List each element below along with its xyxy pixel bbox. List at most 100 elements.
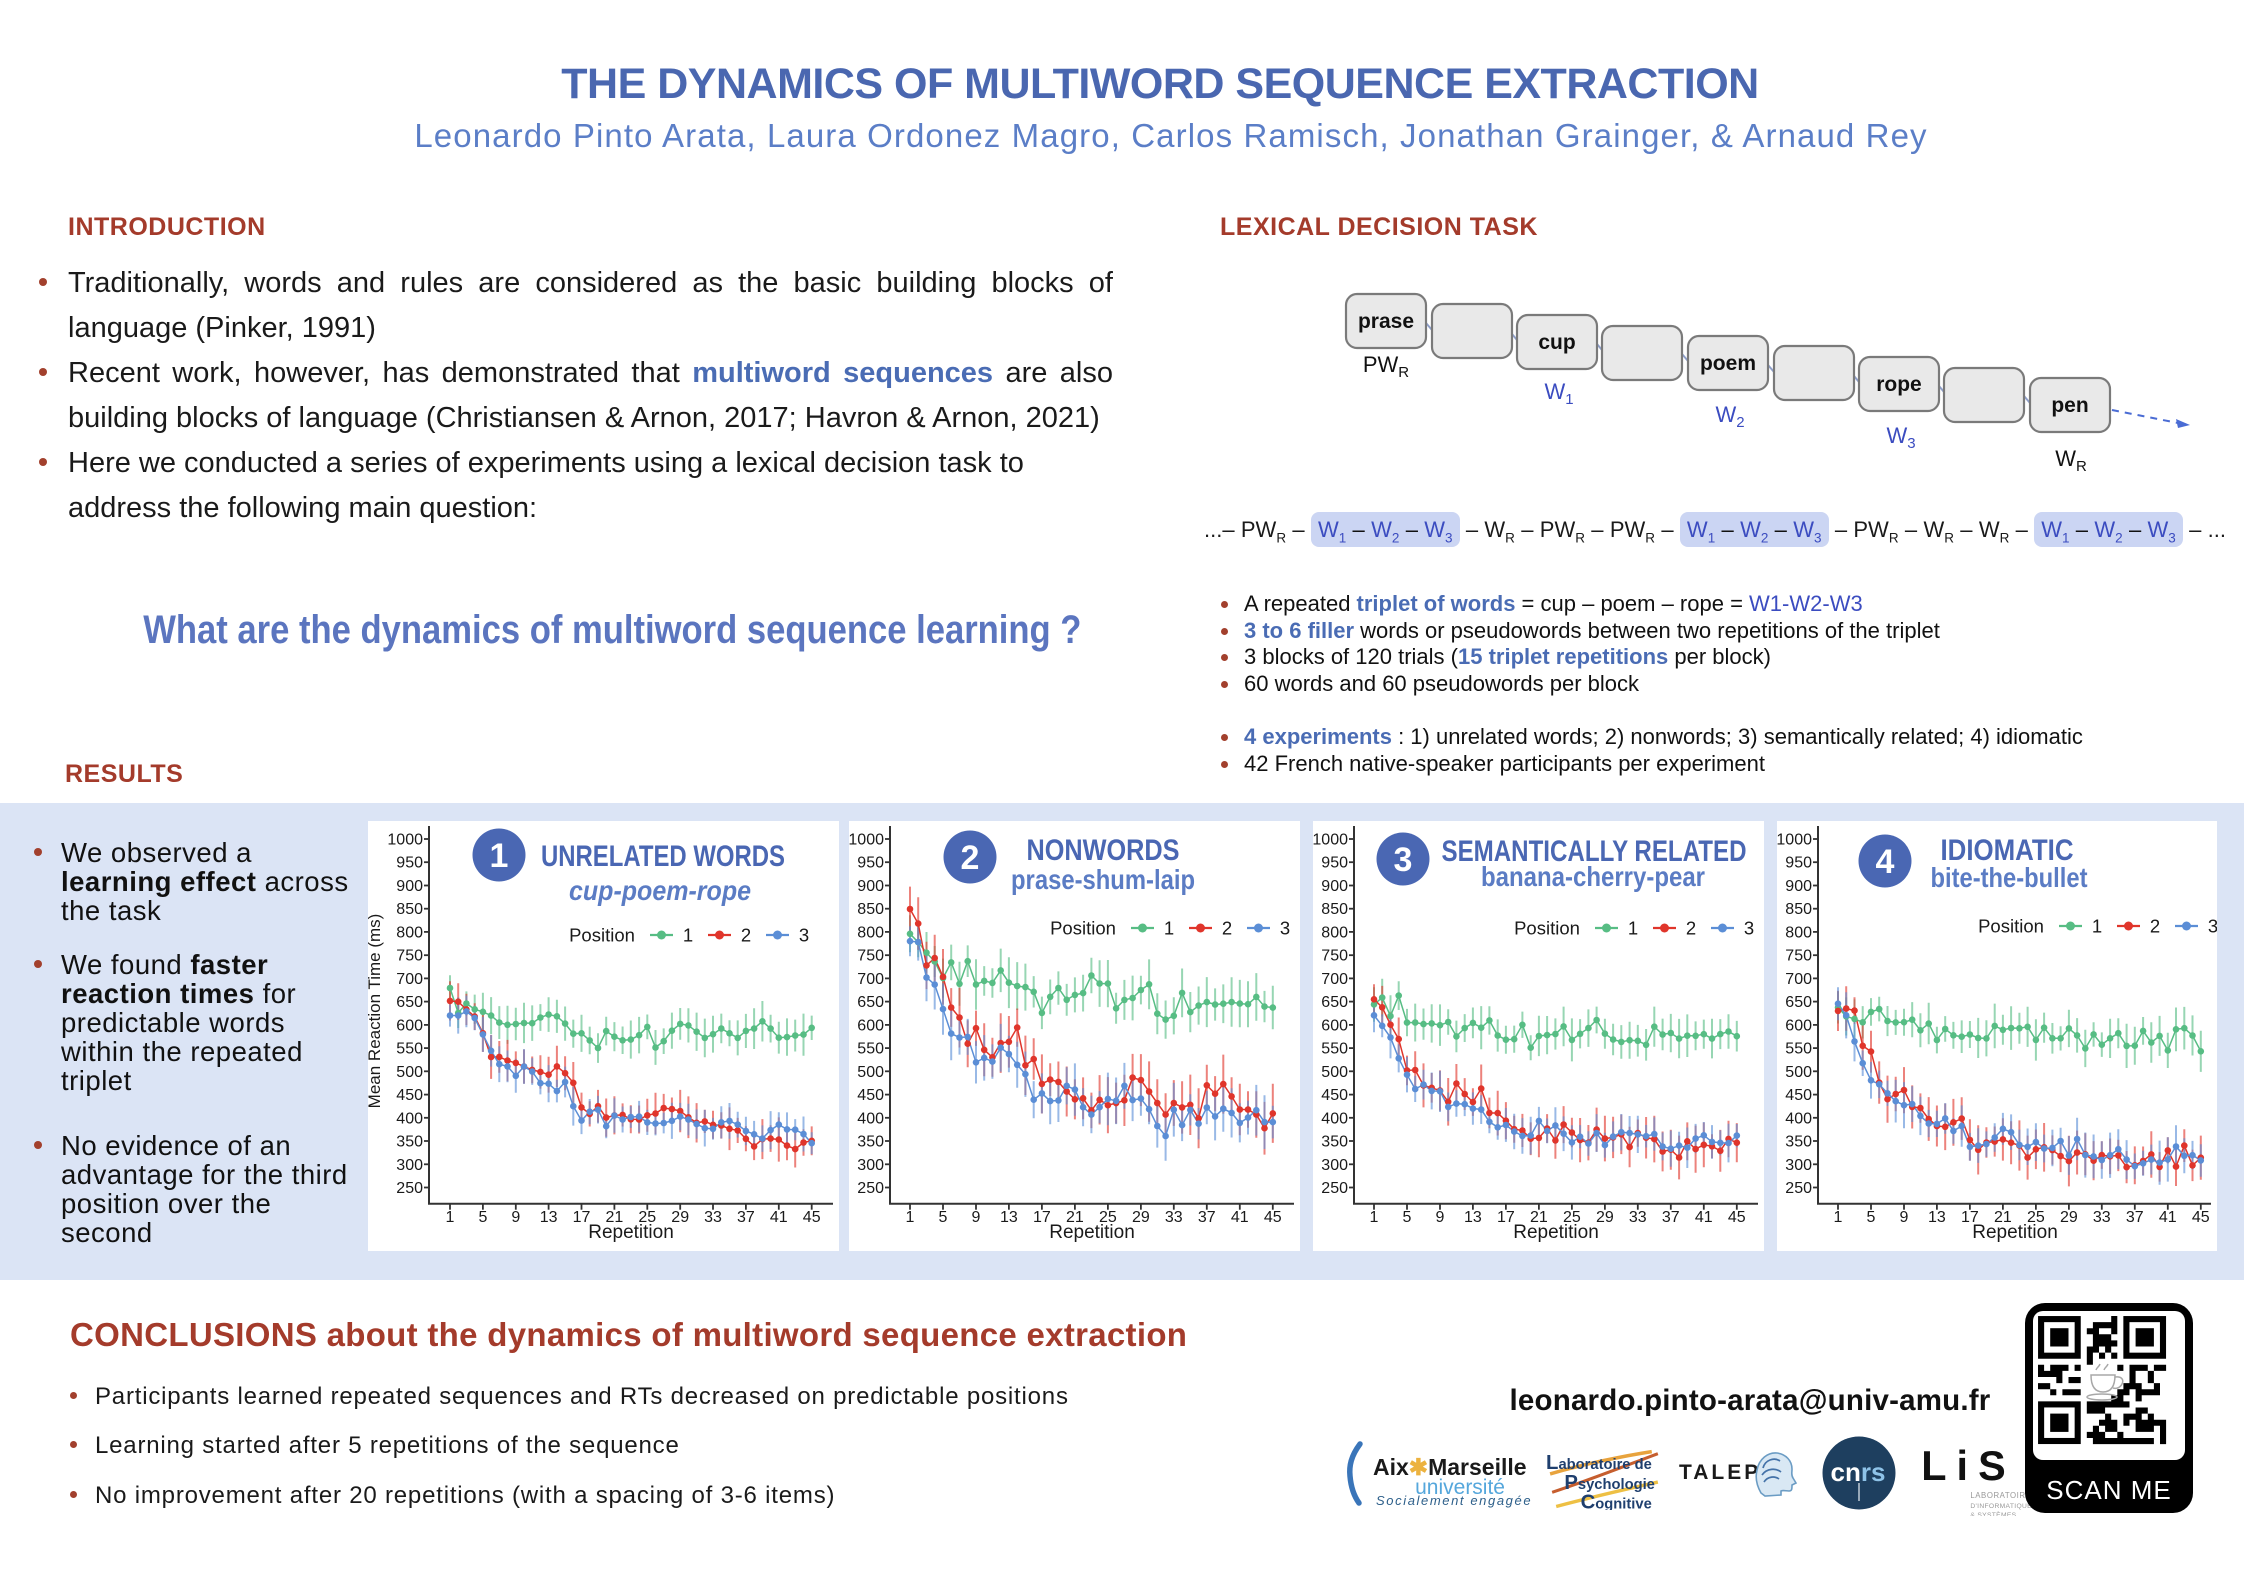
- svg-text:cup-poem-rope: cup-poem-rope: [569, 875, 751, 906]
- svg-text:41: 41: [1231, 1209, 1249, 1226]
- svg-text:1: 1: [683, 925, 693, 946]
- svg-text:9: 9: [1436, 1209, 1445, 1226]
- svg-text:250: 250: [1785, 1180, 1812, 1197]
- svg-text:17: 17: [1033, 1209, 1051, 1226]
- svg-text:rope: rope: [1876, 373, 1922, 396]
- svg-text:29: 29: [1596, 1209, 1614, 1226]
- svg-text:850: 850: [857, 901, 884, 918]
- svg-text:Repetition: Repetition: [1972, 1222, 2058, 1243]
- svg-text:3: 3: [1394, 841, 1413, 879]
- svg-text:21: 21: [1530, 1209, 1548, 1226]
- svg-text:300: 300: [1785, 1157, 1812, 1174]
- svg-text:université: université: [1415, 1476, 1505, 1499]
- svg-text:550: 550: [396, 1041, 423, 1058]
- svg-text:600: 600: [396, 1017, 423, 1034]
- svg-text:25: 25: [1099, 1209, 1117, 1226]
- svg-text:500: 500: [1321, 1064, 1348, 1081]
- svg-text:2: 2: [741, 925, 751, 946]
- svg-text:1: 1: [446, 1209, 455, 1226]
- svg-text:700: 700: [857, 971, 884, 988]
- svg-text:D'INFORMATIQUE: D'INFORMATIQUE: [1970, 1503, 2032, 1510]
- svg-text:13: 13: [1928, 1209, 1946, 1226]
- svg-text:13: 13: [1000, 1209, 1018, 1226]
- svg-text:LABORATOIRE: LABORATOIRE: [1970, 1491, 2031, 1500]
- svg-text:41: 41: [2159, 1209, 2177, 1226]
- svg-text:IDIOMATIC: IDIOMATIC: [1941, 834, 2074, 867]
- svg-text:700: 700: [1785, 971, 1812, 988]
- svg-text:350: 350: [1785, 1134, 1812, 1151]
- svg-text:37: 37: [2126, 1209, 2144, 1226]
- svg-text:750: 750: [396, 948, 423, 965]
- svg-text:PWR: PWR: [1363, 352, 1409, 381]
- svg-text:Position: Position: [1514, 918, 1580, 939]
- svg-text:800: 800: [857, 924, 884, 941]
- svg-text:250: 250: [396, 1180, 423, 1197]
- svg-text:3: 3: [1744, 918, 1754, 939]
- svg-text:300: 300: [857, 1157, 884, 1174]
- svg-text:W3: W3: [1886, 423, 1915, 452]
- svg-text:13: 13: [540, 1209, 558, 1226]
- svg-text:250: 250: [1321, 1180, 1348, 1197]
- svg-text:45: 45: [2192, 1209, 2210, 1226]
- svg-text:17: 17: [1961, 1209, 1979, 1226]
- svg-text:1000: 1000: [1777, 832, 1812, 849]
- svg-text:SCAN ME: SCAN ME: [2046, 1475, 2171, 1505]
- svg-text:250: 250: [857, 1180, 884, 1197]
- svg-text:2: 2: [1222, 918, 1232, 939]
- svg-text:17: 17: [573, 1209, 591, 1226]
- svg-text:17: 17: [1497, 1209, 1515, 1226]
- svg-text:33: 33: [2093, 1209, 2111, 1226]
- svg-text:45: 45: [803, 1209, 821, 1226]
- svg-text:850: 850: [1321, 901, 1348, 918]
- svg-text:450: 450: [857, 1087, 884, 1104]
- svg-text:& SYSTÈMES: & SYSTÈMES: [1970, 1510, 2016, 1516]
- svg-text:1: 1: [2092, 916, 2102, 937]
- svg-text:Repetition: Repetition: [1513, 1222, 1599, 1243]
- svg-text:750: 750: [857, 948, 884, 965]
- svg-text:1: 1: [1834, 1209, 1843, 1226]
- svg-text:Psychologie: Psychologie: [1564, 1472, 1655, 1494]
- svg-text:550: 550: [1785, 1041, 1812, 1058]
- svg-text:600: 600: [857, 1017, 884, 1034]
- svg-text:950: 950: [1785, 855, 1812, 872]
- svg-text:25: 25: [2027, 1209, 2045, 1226]
- svg-text:banana-cherry-pear: banana-cherry-pear: [1481, 861, 1705, 892]
- svg-text:350: 350: [396, 1134, 423, 1151]
- svg-text:4: 4: [1876, 843, 1895, 881]
- svg-text:600: 600: [1321, 1017, 1348, 1034]
- svg-text:400: 400: [857, 1110, 884, 1127]
- svg-text:450: 450: [396, 1087, 423, 1104]
- svg-text:1: 1: [1370, 1209, 1379, 1226]
- svg-text:9: 9: [511, 1209, 520, 1226]
- svg-text:3: 3: [799, 925, 809, 946]
- svg-text:450: 450: [1785, 1087, 1812, 1104]
- svg-text:37: 37: [1662, 1209, 1680, 1226]
- svg-text:1: 1: [490, 837, 509, 875]
- svg-text:950: 950: [396, 855, 423, 872]
- svg-text:37: 37: [737, 1209, 755, 1226]
- svg-text:500: 500: [1785, 1064, 1812, 1081]
- svg-text:Socialement engagée: Socialement engagée: [1376, 1493, 1532, 1508]
- svg-text:UNRELATED WORDS: UNRELATED WORDS: [541, 840, 785, 873]
- svg-text:400: 400: [396, 1110, 423, 1127]
- svg-text:45: 45: [1264, 1209, 1282, 1226]
- svg-text:900: 900: [1321, 878, 1348, 895]
- svg-text:21: 21: [1994, 1209, 2012, 1226]
- svg-text:Position: Position: [1978, 916, 2044, 937]
- svg-text:29: 29: [1132, 1209, 1150, 1226]
- svg-text:350: 350: [857, 1134, 884, 1151]
- svg-text:13: 13: [1464, 1209, 1482, 1226]
- svg-text:850: 850: [396, 901, 423, 918]
- svg-text:21: 21: [1066, 1209, 1084, 1226]
- svg-text:21: 21: [606, 1209, 624, 1226]
- svg-text:550: 550: [857, 1041, 884, 1058]
- svg-text:41: 41: [1695, 1209, 1713, 1226]
- svg-text:2: 2: [961, 839, 980, 877]
- svg-text:800: 800: [1785, 924, 1812, 941]
- svg-text:bite-the-bullet: bite-the-bullet: [1931, 862, 2088, 893]
- svg-text:950: 950: [1321, 855, 1348, 872]
- svg-text:W2: W2: [1715, 402, 1744, 431]
- svg-text:400: 400: [1321, 1110, 1348, 1127]
- svg-text:800: 800: [1321, 924, 1348, 941]
- svg-text:Laboratoire de: Laboratoire de: [1546, 1452, 1652, 1474]
